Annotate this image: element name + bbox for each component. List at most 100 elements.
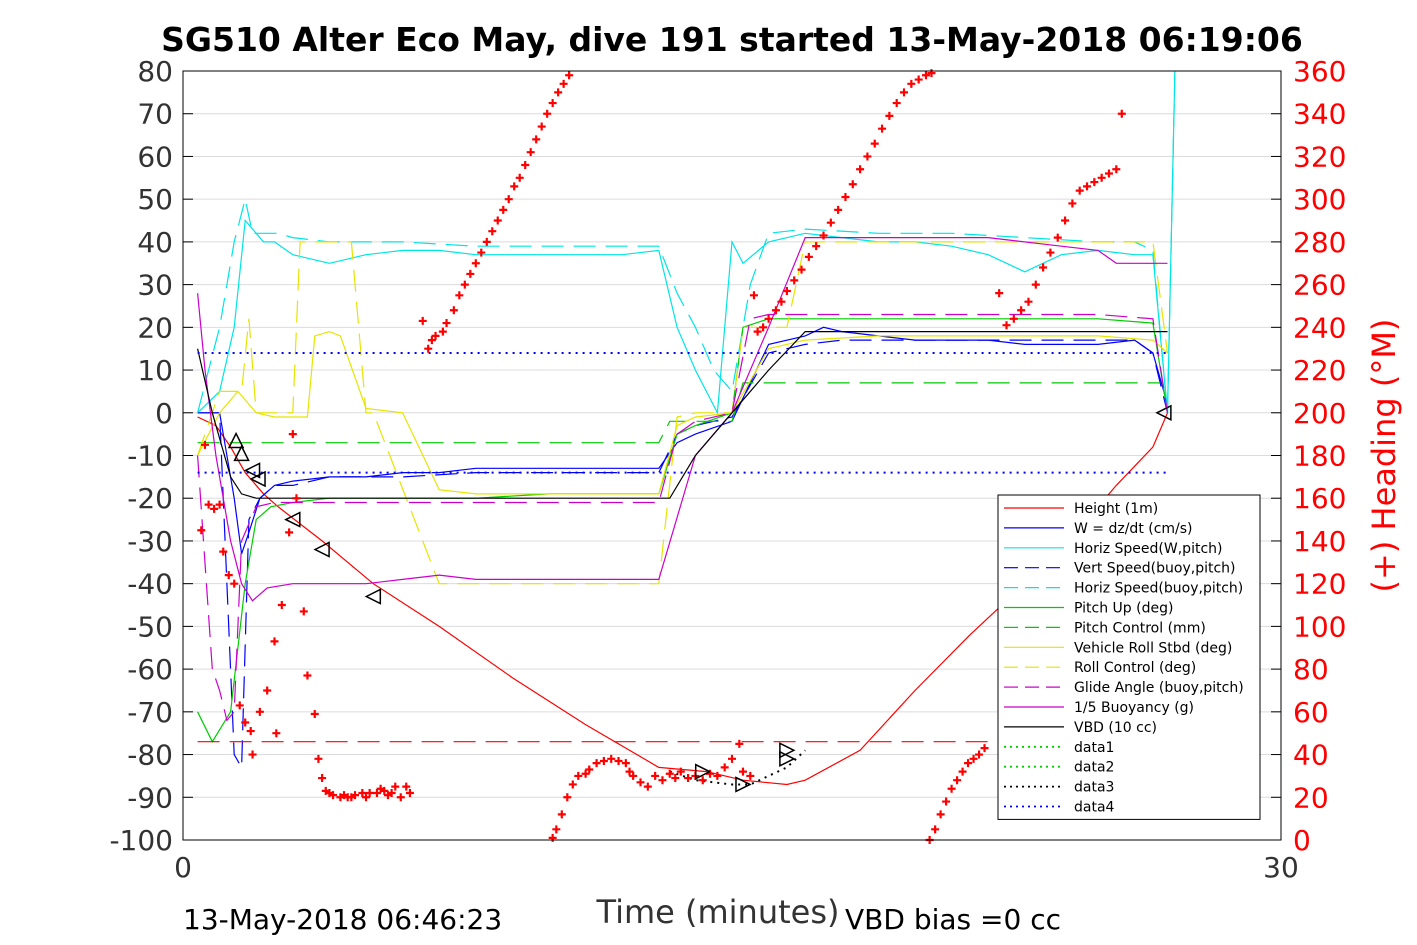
heading-point [735, 739, 744, 748]
heading-point [557, 810, 566, 819]
heading-point [629, 771, 638, 780]
heading-point [351, 791, 360, 800]
heading-point [1090, 178, 1099, 187]
heading-point [878, 124, 887, 133]
heading-point [310, 709, 319, 718]
heading-point [749, 291, 758, 300]
heading-point [285, 528, 294, 537]
footer-vbd-bias: VBD bias =0 cc [845, 903, 1061, 936]
triangle-marker [735, 776, 752, 793]
legend-label: Pitch Control (mm) [1074, 620, 1206, 636]
triangle-marker [779, 750, 796, 768]
heading-point [812, 242, 821, 251]
heading-point [303, 671, 312, 680]
heading-point [1017, 306, 1026, 315]
heading-point [777, 297, 786, 306]
heading-point [643, 782, 652, 791]
series-line [197, 237, 1168, 602]
heading-point [543, 109, 552, 118]
y2-tick-label: 100 [1293, 610, 1346, 643]
heading-point [246, 727, 255, 736]
heading-point [728, 754, 736, 763]
y-tick-label: -70 [127, 696, 173, 729]
heading-point [969, 754, 978, 763]
heading-point [1046, 248, 1055, 257]
y2-tick-label: 260 [1293, 269, 1346, 302]
heading-point [210, 504, 219, 513]
legend: Height (1m) W = dz/dt (cm/s) Horiz Speed(W… [997, 494, 1261, 820]
triangle-marker [1155, 404, 1172, 421]
y-tick-label: 0 [155, 397, 173, 430]
heading-point [372, 789, 381, 798]
heading-point [318, 774, 327, 783]
heading-point [365, 789, 374, 798]
heading-point [438, 327, 447, 336]
triangle-marker [694, 763, 712, 780]
heading-point [358, 789, 367, 798]
heading-point [995, 289, 1004, 298]
heading-markers [197, 69, 1126, 844]
series-line [197, 313, 1169, 722]
heading-point [574, 771, 583, 780]
heading-point [980, 744, 989, 753]
heading-point [387, 789, 396, 798]
heading-point [299, 607, 308, 616]
heading-point [1112, 165, 1121, 174]
y2-tick-label: 0 [1293, 824, 1311, 857]
footer-timestamp: 13-May-2018 06:46:23 [183, 903, 502, 936]
y-tick-label: 20 [137, 311, 173, 344]
heading-point [565, 71, 574, 80]
heading-point [804, 252, 813, 261]
x-tick-label: 30 [1263, 851, 1299, 884]
heading-point [455, 291, 464, 300]
chart-title: SG510 Alter Eco May, dive 191 started 13… [161, 20, 1303, 59]
heading-point [1117, 109, 1126, 118]
heading-point [200, 440, 209, 449]
heading-point [720, 763, 729, 772]
heading-point [621, 759, 630, 768]
heading-point [559, 79, 568, 88]
heading-point [263, 686, 272, 695]
heading-point [270, 637, 279, 646]
heading-point [607, 754, 616, 763]
heading-point [1104, 169, 1113, 178]
heading-point [759, 323, 768, 332]
legend-label: data2 [1074, 760, 1114, 776]
y-tick-label: 60 [137, 140, 173, 173]
y2-tick-label: 280 [1293, 226, 1346, 259]
heading-point [713, 771, 722, 780]
triangle-markers [227, 404, 1172, 793]
y2-tick-label: 40 [1293, 739, 1329, 772]
y-tick-label: -20 [127, 482, 173, 515]
heading-point [856, 165, 865, 174]
y2-tick-label: 180 [1293, 440, 1346, 473]
heading-point [636, 778, 645, 787]
heading-point [947, 784, 956, 793]
heading-point [548, 833, 557, 842]
legend-label: Vert Speed(buoy,pitch) [1074, 561, 1236, 577]
legend-label: Roll Control (deg) [1074, 660, 1196, 676]
heading-point [907, 79, 916, 88]
heading-point [914, 75, 923, 84]
heading-point [488, 227, 497, 236]
heading-point [936, 810, 945, 819]
heading-point [826, 218, 835, 227]
x-axis: 0 30 [174, 830, 1299, 884]
heading-point [380, 786, 389, 795]
series-line [197, 70, 1176, 413]
heading-point [554, 88, 563, 97]
series-line [197, 70, 1176, 415]
heading-point [1009, 314, 1018, 323]
y-tick-label: 80 [137, 55, 173, 88]
heading-point [431, 331, 440, 340]
heading-point [738, 767, 747, 776]
heading-point [841, 193, 850, 202]
heading-point [277, 601, 286, 610]
heading-point [460, 280, 469, 289]
heading-point [1053, 233, 1062, 242]
legend-label: Horiz Speed(W,pitch) [1074, 541, 1222, 557]
x-tick-label: 0 [174, 851, 192, 884]
triangle-marker [313, 541, 330, 558]
triangle-marker [243, 462, 261, 479]
y2-tick-label: 220 [1293, 354, 1346, 387]
